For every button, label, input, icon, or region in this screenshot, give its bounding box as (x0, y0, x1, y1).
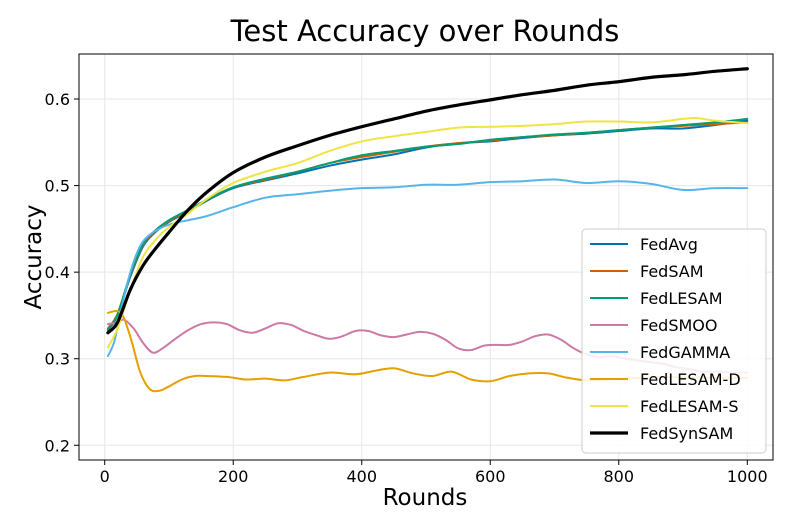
legend-box (581, 228, 767, 454)
legend-label-fedlesam-s: FedLESAM-S (640, 397, 738, 416)
series-lines (106, 67, 749, 393)
legend-label-fedgamma: FedGAMMA (640, 343, 730, 362)
x-tick-label: 0 (100, 467, 110, 486)
legend-label-fedlesam-d: FedLESAM-D (640, 370, 741, 389)
y-tick-label: 0.2 (45, 436, 70, 455)
axis-ticks: 0 200 400 600 800 1000 0.2 0.3 0.4 0.5 0.6 (45, 90, 768, 486)
y-tick-label: 0.3 (45, 350, 70, 369)
x-tick-label: 800 (604, 467, 635, 486)
x-tick-label: 200 (218, 467, 249, 486)
legend-label-fedavg: FedAvg (640, 235, 698, 254)
legend-label-fedsynsam: FedSynSAM (640, 424, 733, 443)
x-tick-label: 600 (475, 467, 506, 486)
x-tick-label: 400 (346, 467, 377, 486)
legend: FedAvg FedSAM FedLESAM FedSMOO FedGAMMA FedLE… (581, 228, 767, 454)
y-tick-label: 0.5 (45, 177, 70, 196)
x-axis-label: Rounds (383, 485, 468, 511)
x-tick-label: 1000 (727, 467, 768, 486)
chart-title: Test Accuracy over Rounds (230, 14, 620, 48)
series-line-fedgamma (106, 178, 749, 358)
series-line-fedsynsam (106, 67, 749, 335)
y-tick-label: 0.4 (45, 263, 70, 282)
plot-frame (78, 53, 774, 461)
y-tick-label: 0.6 (45, 90, 70, 109)
y-axis-label: Accuracy (21, 204, 47, 309)
legend-label-fedsam: FedSAM (640, 262, 704, 281)
legend-label-fedsmoo: FedSMOO (640, 316, 717, 335)
legend-label-fedlesam: FedLESAM (640, 289, 723, 308)
series-line-fedlesam-s (106, 116, 749, 349)
